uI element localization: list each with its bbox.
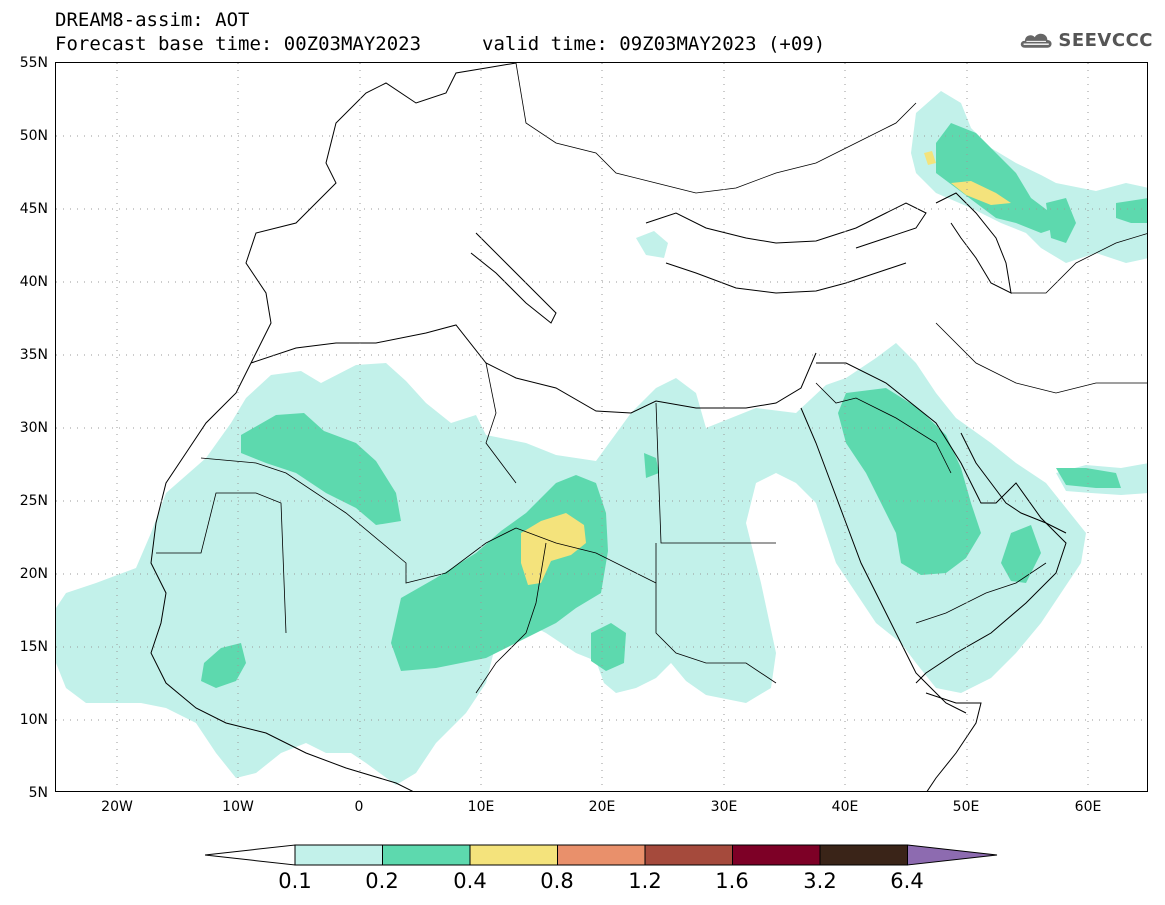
aot-area-tibesti <box>521 513 586 585</box>
map-panel <box>55 62 1148 792</box>
lon-label-10e: 10E <box>467 799 495 815</box>
lon-label-40e: 40E <box>831 799 859 815</box>
graticule <box>56 63 1147 791</box>
coastline-persian-gulf <box>960 432 1067 534</box>
aot-area-caspian <box>1046 198 1076 243</box>
aot-area-oman <box>1001 525 1041 583</box>
coastline-europe-africa <box>245 63 517 364</box>
lat-label-10n: 10N <box>19 712 48 728</box>
cloud-icon <box>1020 33 1052 48</box>
country-borders <box>156 63 1147 694</box>
lon-label-10w: 10W <box>222 799 254 815</box>
border-egypt <box>655 402 776 544</box>
aot-area-aral <box>951 181 1011 205</box>
border-europe <box>515 63 917 194</box>
lat-label-30n: 30N <box>19 420 48 436</box>
coastline-red-sea <box>800 407 967 714</box>
coastline-black-sea <box>645 202 927 249</box>
colorbar-bin-1.2-1.6 <box>644 844 733 866</box>
colorbar-label-0.2: 0.2 <box>365 869 399 893</box>
lon-label-20w: 20W <box>101 799 133 815</box>
aot-area-sudan <box>591 623 626 671</box>
coastline-arabia <box>816 362 1067 684</box>
aot-area-pakistan <box>1056 468 1121 488</box>
seevccc-logo: SEEVCCC <box>1018 22 1153 58</box>
coastline-caspian <box>935 192 1012 294</box>
colorbar-bin-0.4-0.8 <box>469 844 558 866</box>
lat-label-40n: 40N <box>19 274 48 290</box>
aot-area-libya <box>644 453 659 478</box>
colorbar-label-0.8: 0.8 <box>540 869 574 893</box>
border-arabia <box>815 382 952 474</box>
coastlines <box>150 63 1067 791</box>
colorbar-bin-3.2-6.4 <box>819 844 908 866</box>
colorbar-bin-1.6-3.2 <box>732 844 821 866</box>
colorbar-bin-0.1-0.2 <box>294 844 383 866</box>
colorbar-label-1.6: 1.6 <box>715 869 749 893</box>
colorbar-label-0.1: 0.1 <box>278 869 312 893</box>
logo-text: SEEVCCC <box>1058 29 1153 51</box>
border-sudan <box>655 543 777 684</box>
lat-label-15n: 15N <box>19 639 48 655</box>
aot-level-0.2-areas <box>201 123 1147 688</box>
aot-area-ukraine <box>924 151 936 165</box>
colorbar-label-3.2: 3.2 <box>803 869 837 893</box>
aot-area-uzbekistan <box>1116 198 1147 223</box>
aot-area-arabia <box>838 388 981 575</box>
aot-map <box>56 63 1147 791</box>
lat-label-45n: 45N <box>19 201 48 217</box>
aot-area-mali <box>201 643 246 688</box>
lat-label-35n: 35N <box>19 347 48 363</box>
lon-label-0: 0 <box>354 799 364 815</box>
map-title: DREAM8-assim: AOT <box>55 9 250 31</box>
lon-label-20e: 20E <box>588 799 616 815</box>
lat-label-50n: 50N <box>19 128 48 144</box>
coastline-africa-north <box>250 324 817 414</box>
aot-area-kazakhstan <box>936 123 1056 233</box>
colorbar <box>205 844 998 866</box>
lat-label-55n: 55N <box>19 55 48 71</box>
colorbar-bin-0.8-1.2 <box>557 844 646 866</box>
lon-label-50e: 50E <box>952 799 980 815</box>
border-kazakhstan <box>1011 233 1147 294</box>
valid-time: valid time: 09Z03MAY2023 (+09) <box>482 33 826 55</box>
lat-label-5n: 5N <box>28 785 48 801</box>
colorbar-label-0.4: 0.4 <box>453 869 487 893</box>
colorbar-label-1.2: 1.2 <box>628 869 662 893</box>
border-chad <box>475 542 547 694</box>
aot-area-balkans <box>636 231 668 258</box>
aot-level-0.4-areas <box>521 151 1011 585</box>
colorbar-low-arrow <box>205 844 296 866</box>
coastline-west-africa <box>150 362 414 791</box>
border-mauritania <box>156 492 287 634</box>
coastline-horn <box>925 692 982 791</box>
lon-label-60e: 60E <box>1074 799 1102 815</box>
border-iran <box>935 322 1147 394</box>
aot-area-algeria <box>241 413 401 525</box>
colorbar-label-6.4: 6.4 <box>890 869 924 893</box>
border-sahara-2 <box>515 527 657 584</box>
colorbar-high-arrow <box>907 844 998 866</box>
forecast-base-time: Forecast base time: 00Z03MAY2023 <box>55 33 422 55</box>
coastline-turkey <box>665 262 907 294</box>
lon-label-30e: 30E <box>710 799 738 815</box>
coastline-italy <box>470 232 557 324</box>
lat-label-25n: 25N <box>19 493 48 509</box>
border-sahara-1 <box>200 457 517 584</box>
border-yemen <box>915 562 1047 624</box>
lat-label-20n: 20N <box>19 566 48 582</box>
colorbar-bin-0.2-0.4 <box>382 844 471 866</box>
